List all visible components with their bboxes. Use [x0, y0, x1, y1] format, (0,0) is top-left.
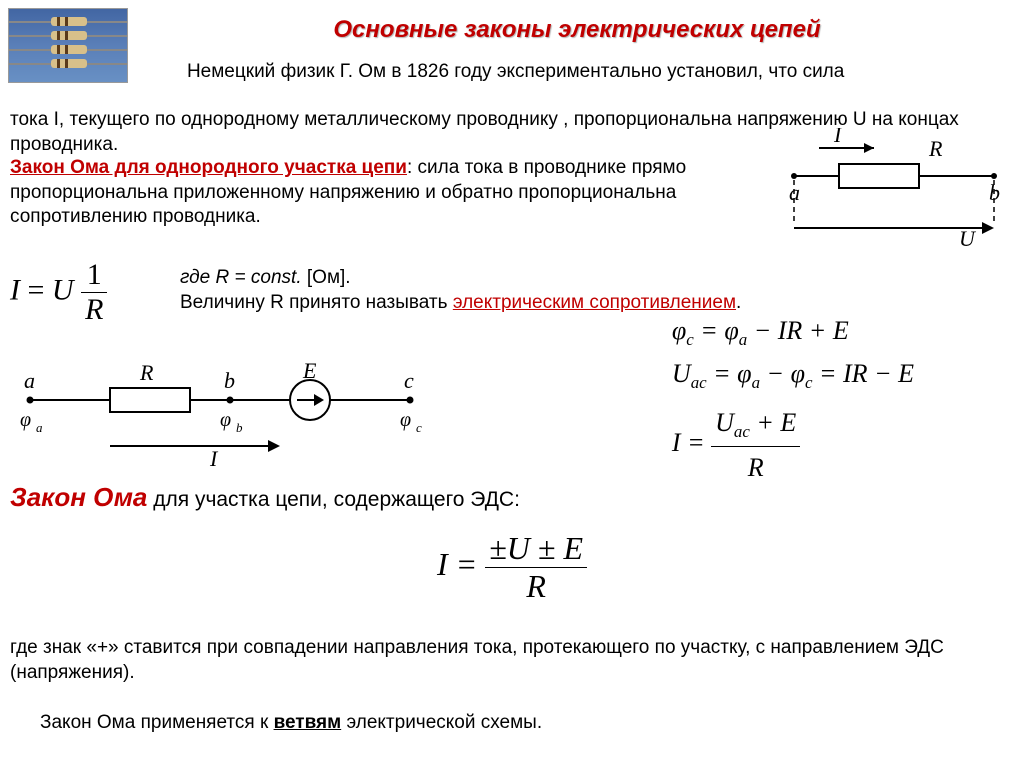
phi-eq1: φc = φa − IR + E: [672, 310, 914, 353]
ohm-law-emf-title: Закон Ома для участка цепи, содержащего …: [10, 482, 520, 513]
r-const-notes: где R = const. [Ом]. Величину R принято …: [180, 266, 741, 315]
d2-c: c: [404, 368, 414, 393]
d2-b: b: [224, 368, 235, 393]
d2-R: R: [139, 360, 154, 385]
law1-paragraph: Закон Ома для однородного участка цепи: …: [10, 156, 764, 230]
resistor-photo: [8, 8, 128, 83]
intro-paragraph-line1: Немецкий физик Г. Ом в 1826 году экспери…: [150, 60, 1009, 85]
d2-phi-b: φ: [220, 409, 231, 431]
sign-note-paragraph: где знак «+» ставится при совпадении нап…: [10, 636, 1009, 685]
svg-text:b: b: [236, 420, 243, 435]
formula-main-emf: I = ±U ± E R: [0, 530, 1024, 605]
law1-name: Закон Ома для однородного участка цепи: [10, 157, 407, 178]
formula-I-equals-U-over-R: I = U 1 R: [10, 258, 107, 327]
phi-eq2: Uac = φa − φc = IR − E: [672, 353, 914, 396]
phi-eq3: I = Uac + E R: [672, 402, 914, 488]
phi-equations: φc = φa − IR + E Uac = φa − φc = IR − E …: [672, 310, 914, 488]
resistor-diagram: I R a b U: [779, 128, 1009, 248]
d2-a: a: [24, 368, 35, 393]
svg-text:a: a: [36, 420, 43, 435]
r-called-line: Величину R принято называть электрически…: [180, 291, 741, 316]
intro-text-1: Немецкий физик Г. Ом в 1826 году экспери…: [187, 61, 844, 82]
circuit-diagram-emf: a R b E c φa φb φc I: [10, 360, 430, 470]
diagram1-R-label: R: [928, 136, 943, 161]
diagram1-I-label: I: [833, 128, 843, 147]
final-paragraph: Закон Ома применяется к ветвям электриче…: [40, 712, 1009, 734]
d2-phi-c: φ: [400, 409, 411, 431]
d2-I: I: [209, 446, 219, 470]
page-title: Основные законы электрических цепей: [150, 16, 1004, 44]
d2-phi-a: φ: [20, 409, 31, 431]
r-const-line: где R = const. [Ом].: [180, 266, 741, 291]
svg-text:c: c: [416, 420, 422, 435]
diagram1-U-label: U: [959, 226, 977, 248]
d2-E: E: [302, 360, 317, 383]
